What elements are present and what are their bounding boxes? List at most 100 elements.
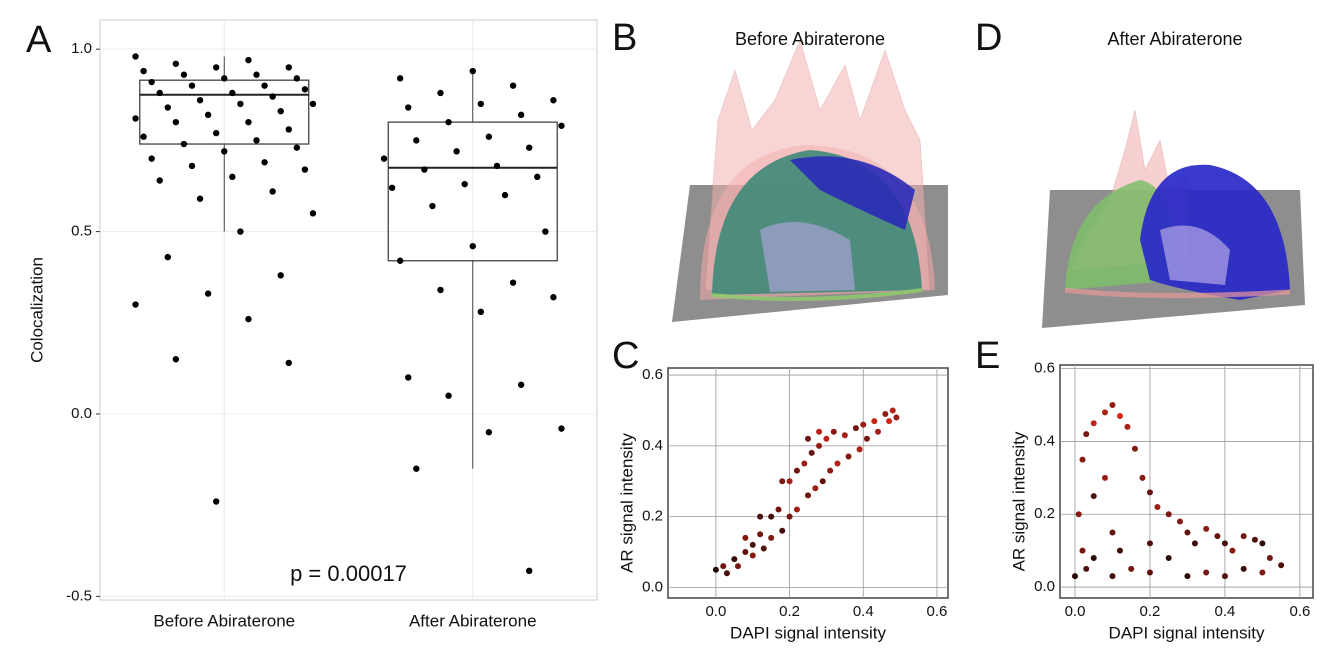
point xyxy=(1146,489,1153,496)
point xyxy=(269,93,276,100)
point xyxy=(827,467,834,474)
point xyxy=(485,429,493,436)
point xyxy=(132,53,139,60)
point xyxy=(445,392,452,399)
point xyxy=(156,89,163,97)
x-tick-label: 0.6 xyxy=(927,603,948,620)
point xyxy=(786,513,793,520)
point xyxy=(285,359,292,367)
y-tick-label: 0.6 xyxy=(642,366,663,383)
point xyxy=(779,478,786,485)
point xyxy=(277,107,284,115)
point xyxy=(237,228,244,235)
point xyxy=(517,381,525,388)
point xyxy=(293,75,301,82)
point xyxy=(757,531,764,538)
point xyxy=(245,118,252,126)
point xyxy=(1128,565,1135,572)
x-tick-label: 0.4 xyxy=(853,603,874,620)
panel-letter: E xyxy=(975,335,1000,377)
point xyxy=(1191,540,1198,547)
point xyxy=(889,407,896,414)
point xyxy=(749,541,756,548)
point xyxy=(550,294,557,301)
point xyxy=(1090,493,1097,500)
point xyxy=(164,253,171,261)
point xyxy=(841,432,848,439)
point xyxy=(413,137,420,144)
point xyxy=(558,122,565,129)
point xyxy=(1090,420,1097,427)
point xyxy=(1109,573,1116,580)
x-tick-label: 0.2 xyxy=(779,603,800,620)
point xyxy=(140,67,147,75)
point xyxy=(172,356,180,363)
point xyxy=(1154,503,1161,510)
point xyxy=(856,446,863,453)
point xyxy=(461,180,468,188)
point xyxy=(1116,547,1123,554)
point xyxy=(757,513,764,520)
point xyxy=(1075,511,1082,518)
point xyxy=(396,75,404,82)
point xyxy=(793,467,800,474)
point xyxy=(229,89,236,97)
point xyxy=(212,498,220,505)
point xyxy=(1124,423,1131,430)
point xyxy=(245,56,252,64)
point xyxy=(801,460,808,467)
point xyxy=(760,545,767,552)
y-axis-label: AR signal intensity xyxy=(1009,431,1028,571)
y-tick-label: 0.4 xyxy=(642,437,663,454)
point xyxy=(204,290,212,297)
point xyxy=(509,82,517,89)
y-tick-label: 0.2 xyxy=(642,508,663,525)
point xyxy=(1083,565,1090,572)
point xyxy=(863,435,870,442)
point xyxy=(493,162,501,170)
point xyxy=(237,100,244,108)
point xyxy=(1165,554,1172,561)
point xyxy=(812,485,819,492)
point xyxy=(421,166,428,173)
y-tick-label: -0.5 xyxy=(66,587,92,604)
point xyxy=(893,414,900,421)
point xyxy=(808,449,815,456)
y-tick-label: 1.0 xyxy=(71,40,92,57)
point xyxy=(1184,573,1191,580)
point xyxy=(509,279,517,286)
panel-letter: D xyxy=(975,17,1002,59)
point xyxy=(437,286,444,294)
point xyxy=(285,126,292,133)
point xyxy=(164,104,171,111)
point xyxy=(1214,533,1221,540)
x-axis-label: DAPI signal intensity xyxy=(1109,623,1265,642)
point xyxy=(253,71,260,78)
point xyxy=(396,257,404,264)
point xyxy=(501,191,509,199)
point xyxy=(405,104,412,111)
point xyxy=(845,453,852,460)
surface-render-b xyxy=(672,39,948,322)
point xyxy=(786,478,793,485)
point xyxy=(1101,474,1108,481)
point xyxy=(229,173,236,181)
point xyxy=(156,177,163,184)
point xyxy=(534,173,541,181)
point xyxy=(188,82,196,89)
point xyxy=(1101,409,1108,416)
point xyxy=(852,425,859,432)
point xyxy=(1109,529,1116,536)
point xyxy=(742,549,749,555)
point xyxy=(309,100,317,108)
point xyxy=(453,148,460,155)
point xyxy=(1184,529,1191,536)
point xyxy=(204,111,212,119)
point xyxy=(413,465,420,472)
y-tick-label: 0.0 xyxy=(71,405,92,422)
panel-letter: A xyxy=(26,19,52,61)
y-tick-label: 0.6 xyxy=(1034,360,1055,377)
point xyxy=(550,97,557,104)
y-axis-label: Colocalization xyxy=(27,257,46,363)
